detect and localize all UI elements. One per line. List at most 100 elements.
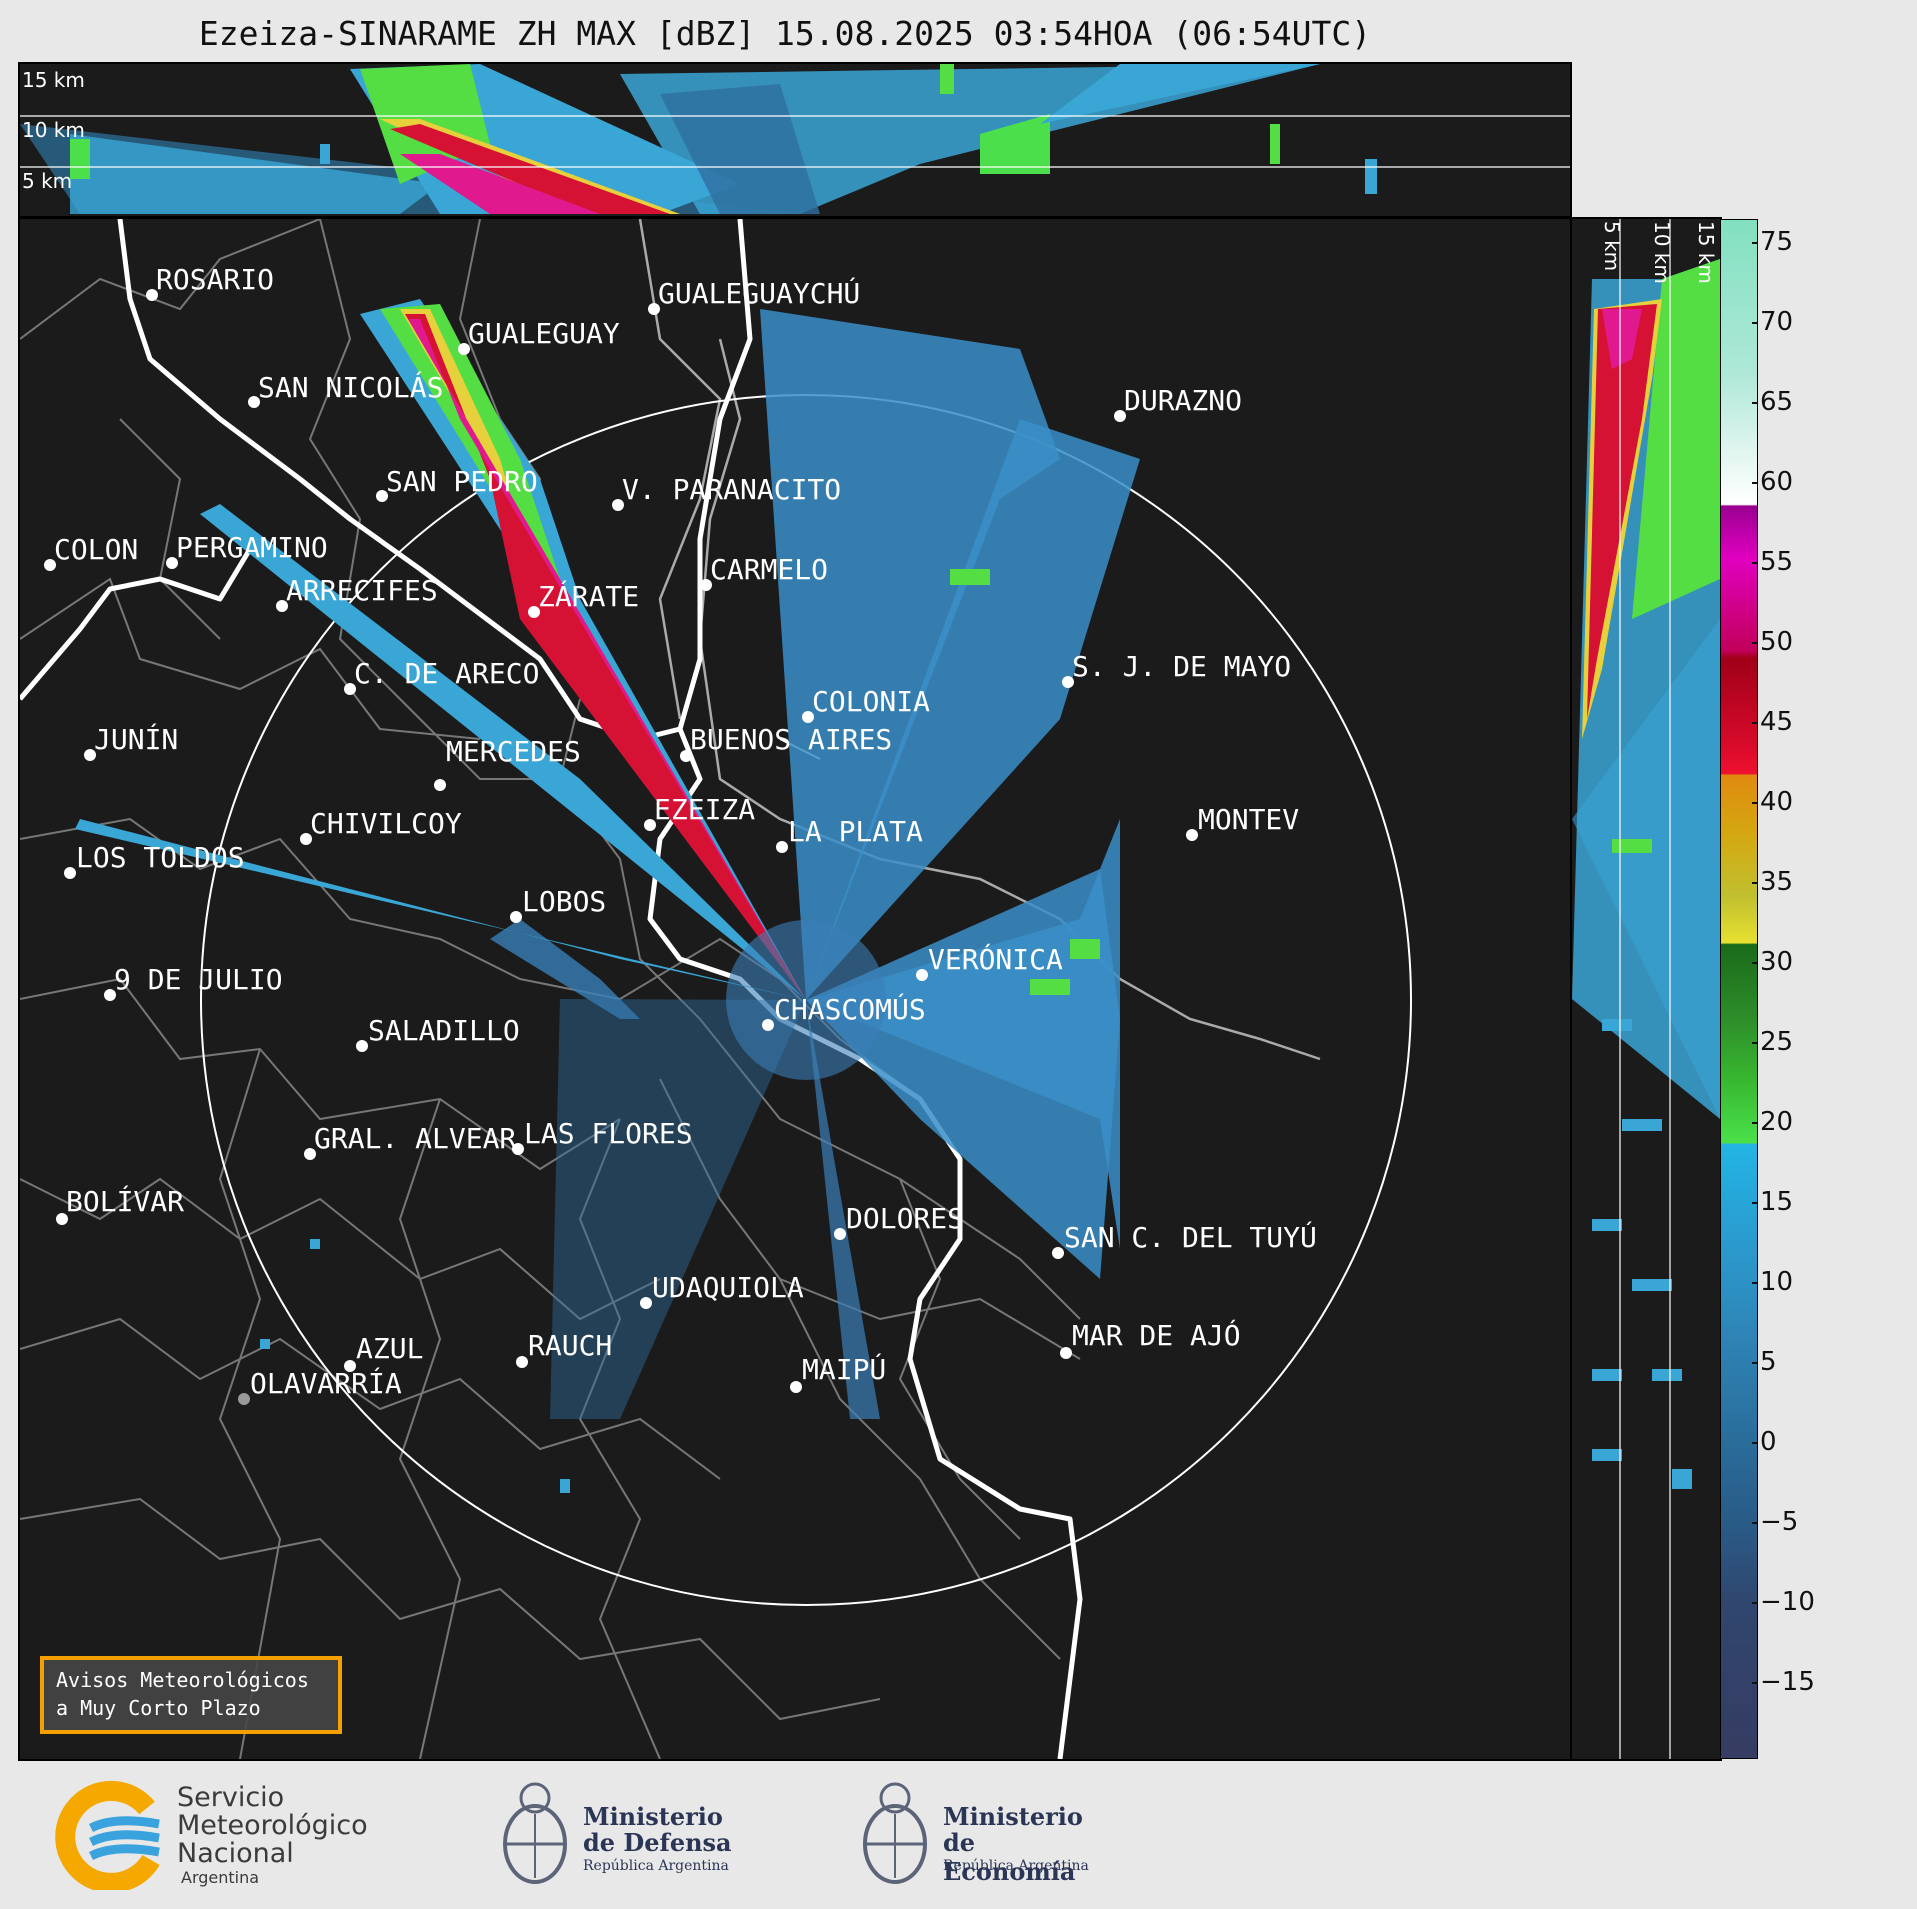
- city-dot-carmelo: [700, 579, 712, 591]
- colorbar-tick-70: 70: [1751, 307, 1794, 337]
- colorbar-tick-minus-15: −15: [1752, 1667, 1815, 1697]
- city-label-zarate: ZÁRATE: [538, 580, 640, 613]
- city-label-carmelo: CARMELO: [710, 553, 829, 586]
- city-label-mercedes: MERCEDES: [446, 735, 581, 768]
- city-dot-udaquiola: [640, 1297, 652, 1309]
- city-label-colonia: COLONIA: [812, 685, 931, 718]
- city-dot-bolivar: [56, 1213, 68, 1225]
- city-dot-pergamino: [166, 557, 178, 569]
- city-dot-arrecifes: [276, 600, 288, 612]
- radar-echoes: [75, 299, 1140, 1493]
- county-boundaries: [20, 219, 1081, 1759]
- radar-map-panel: ROSARIO GUALEGUAYCHÚ GUALEGUAY SAN NICOL…: [18, 217, 1572, 1761]
- city-dot-chascomus: [762, 1019, 774, 1031]
- city-dot-rosario: [146, 289, 158, 301]
- city-dot-saladillo: [356, 1040, 368, 1052]
- side-cross-section-panel: 5 km 10 km 15 km: [1570, 217, 1722, 1761]
- city-dot-colon: [44, 559, 56, 571]
- defensa-logo-line1: Ministerio: [583, 1802, 723, 1831]
- colorbar-tick-60: 60: [1751, 467, 1794, 497]
- city-dot-c-areco: [344, 683, 356, 695]
- top-cross-section-panel: 15 km 10 km 5 km: [18, 62, 1572, 218]
- city-dot-las-flores: [512, 1143, 524, 1155]
- city-dot-dolores: [834, 1228, 846, 1240]
- economia-logo-line1: Ministerio: [943, 1802, 1083, 1831]
- city-dot-paranacito: [612, 499, 624, 511]
- defensa-logo-line2: de Defensa: [583, 1828, 732, 1857]
- city-dot-azul: [344, 1360, 356, 1372]
- colorbar-tick-15: 15: [1751, 1187, 1794, 1217]
- city-label-maipu: MAIPÚ: [802, 1353, 887, 1386]
- altitude-label-5km: 5 km: [22, 169, 73, 193]
- colorbar-tick-5: 5: [1752, 1347, 1777, 1377]
- city-dot-ezeiza: [644, 819, 656, 831]
- city-label-los-toldos: LOS TOLDOS: [76, 841, 245, 874]
- city-label-dolores: DOLORES: [846, 1202, 965, 1235]
- city-dot-los-toldos: [64, 867, 76, 879]
- city-label-san-clemente: SAN C. DEL TUYÚ: [1064, 1221, 1317, 1254]
- city-dot-mercedes: [434, 779, 446, 791]
- side-altitude-label-10km: 10 km: [1650, 221, 1674, 284]
- city-dot-durazno: [1114, 410, 1126, 422]
- colorbar-tick-30: 30: [1751, 947, 1794, 977]
- city-dot-lobos: [510, 911, 522, 923]
- city-label-colon: COLON: [54, 533, 139, 566]
- avisos-line-2: a Muy Corto Plazo: [56, 1696, 261, 1720]
- avisos-line-1: Avisos Meteorológicos: [56, 1668, 309, 1692]
- city-dot-san-clemente: [1052, 1247, 1064, 1259]
- city-label-sj-mayo: S. J. DE MAYO: [1072, 650, 1292, 683]
- city-dot-san-nicolas: [248, 396, 260, 408]
- colorbar-tick-0: 0: [1752, 1427, 1777, 1457]
- city-label-durazno: DURAZNO: [1124, 384, 1243, 417]
- page-title: Ezeiza-SINARAME ZH MAX [dBZ] 15.08.2025 …: [198, 14, 1372, 53]
- city-dot-la-plata: [776, 841, 788, 853]
- smn-logo-line4: Argentina: [181, 1868, 260, 1887]
- colorbar-tick-35: 35: [1751, 867, 1794, 897]
- city-label-rosario: ROSARIO: [156, 263, 275, 296]
- city-label-olavarria: OLAVARRÍA: [250, 1367, 402, 1400]
- city-label-chivilcoy: CHIVILCOY: [310, 807, 462, 840]
- city-dot-9-de-julio: [104, 989, 116, 1001]
- city-dot-san-pedro: [376, 490, 388, 502]
- city-label-la-plata: LA PLATA: [788, 815, 923, 848]
- city-label-arrecifes: ARRECIFES: [286, 574, 438, 607]
- economia-logo-line2: de Economía: [943, 1828, 1076, 1886]
- city-dot-buenos-aires: [680, 750, 692, 762]
- city-dot-gualeguaychu: [648, 303, 660, 315]
- colorbar-tick-50: 50: [1751, 627, 1794, 657]
- city-label-udaquiola: UDAQUIOLA: [652, 1271, 804, 1304]
- colorbar-tick-45: 45: [1751, 707, 1794, 737]
- city-label-pergamino: PERGAMINO: [176, 531, 328, 564]
- city-label-saladillo: SALADILLO: [368, 1014, 520, 1047]
- colorbar-tick-10: 10: [1751, 1267, 1794, 1297]
- city-label-junin: JUNÍN: [94, 723, 179, 756]
- smn-logo-line3: Nacional: [177, 1838, 294, 1869]
- city-label-lobos: LOBOS: [522, 885, 607, 918]
- city-label-bolivar: BOLÍVAR: [66, 1185, 185, 1218]
- city-label-san-pedro: SAN PEDRO: [386, 465, 538, 498]
- city-dot-colonia: [802, 711, 814, 723]
- city-label-c-areco: C. DE ARECO: [354, 657, 540, 690]
- colorbar-tick-75: 75: [1751, 227, 1794, 257]
- city-dot-zarate: [528, 606, 540, 618]
- ministerio-economia-logo: Ministerio de Economía República Argenti…: [855, 1774, 1115, 1894]
- city-label-montevideo: MONTEV: [1198, 803, 1300, 836]
- colorbar-tick-minus-10: −10: [1752, 1587, 1815, 1617]
- city-label-las-flores: LAS FLORES: [524, 1117, 693, 1150]
- city-dot-sj-mayo: [1062, 676, 1074, 688]
- city-label-9-de-julio: 9 DE JULIO: [114, 963, 283, 996]
- smn-logo-line1: Servicio: [177, 1782, 285, 1813]
- city-label-veronica: VERÓNICA: [928, 943, 1063, 976]
- city-dot-maipu: [790, 1381, 802, 1393]
- city-dot-veronica: [916, 969, 928, 981]
- city-label-gualeguay: GUALEGUAY: [468, 317, 620, 350]
- colorbar-tick-20: 20: [1751, 1107, 1794, 1137]
- colorbar-tick-25: 25: [1751, 1027, 1794, 1057]
- colorbar-tick-65: 65: [1751, 387, 1794, 417]
- city-dot-mar-de-ajo: [1060, 1347, 1072, 1359]
- colorbar-tick-minus-5: −5: [1751, 1507, 1799, 1537]
- city-label-paranacito: V. PARANACITO: [622, 473, 842, 506]
- city-label-chascomus: CHASCOMÚS: [774, 993, 926, 1026]
- altitude-label-10km: 10 km: [22, 118, 85, 142]
- city-label-san-nicolas: SAN NICOLÁS: [258, 371, 444, 404]
